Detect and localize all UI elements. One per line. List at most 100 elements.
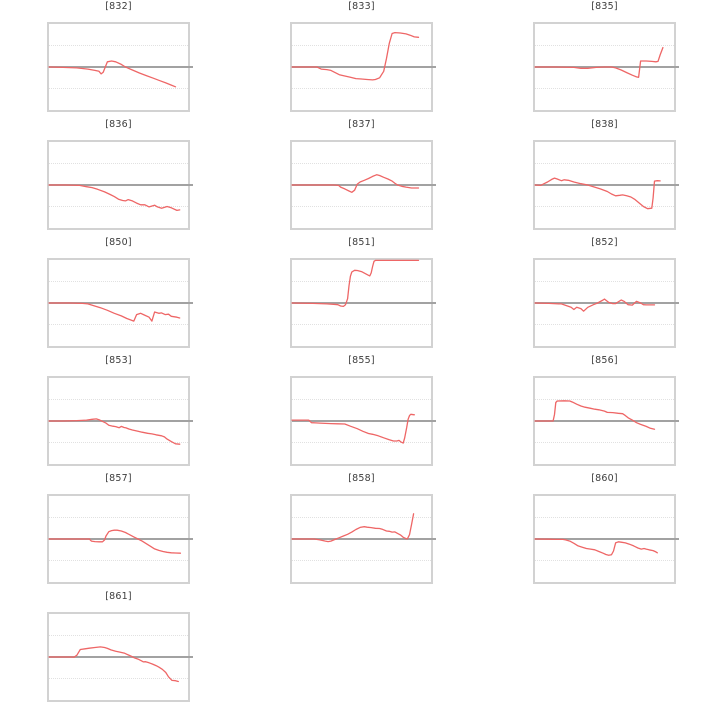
chart-title: [860]	[591, 473, 618, 484]
chart-title: [855]	[348, 355, 375, 366]
series-line	[48, 646, 179, 683]
chart-title: [856]	[591, 355, 618, 366]
gridline-upper	[49, 163, 188, 164]
gridline-lower	[292, 560, 431, 561]
chart-cell-833: [833]	[290, 0, 436, 115]
chart-cell-860: [860]	[533, 472, 679, 587]
chart-cell-861: [861]	[47, 590, 193, 705]
zero-baseline	[292, 420, 436, 422]
zero-baseline	[292, 66, 436, 68]
series-line	[48, 184, 181, 212]
chart-cell-856: [856]	[533, 354, 679, 469]
series-line	[48, 418, 181, 445]
chart-title: [837]	[348, 119, 375, 130]
gridline-lower	[535, 206, 674, 207]
gridline-upper	[292, 163, 431, 164]
gridline-lower	[535, 324, 674, 325]
gridline-lower	[49, 88, 188, 89]
gridline-lower	[292, 206, 431, 207]
zero-baseline	[49, 538, 193, 540]
plot-area	[533, 258, 679, 348]
chart-cell-858: [858]	[290, 472, 436, 587]
chart-cell-850: [850]	[47, 236, 193, 351]
zero-baseline	[49, 66, 193, 68]
zero-baseline	[535, 420, 679, 422]
chart-title: [850]	[105, 237, 132, 248]
series-line	[291, 513, 415, 543]
gridline-upper	[292, 399, 431, 400]
zero-baseline	[49, 184, 193, 186]
chart-title: [835]	[591, 1, 618, 12]
chart-cell-832: [832]	[47, 0, 193, 115]
chart-title: [838]	[591, 119, 618, 130]
series-line	[291, 174, 420, 193]
gridline-lower	[49, 324, 188, 325]
series-line	[534, 400, 656, 430]
gridline-lower	[292, 442, 431, 443]
gridline-upper	[292, 517, 431, 518]
series-line	[291, 31, 420, 81]
chart-title: [852]	[591, 237, 618, 248]
series-line	[534, 177, 661, 210]
gridline-upper	[49, 45, 188, 46]
plot-area	[47, 140, 193, 230]
gridline-lower	[49, 560, 188, 561]
chart-cell-851: [851]	[290, 236, 436, 351]
gridline-upper	[292, 281, 431, 282]
zero-baseline	[49, 656, 193, 658]
chart-cell-857: [857]	[47, 472, 193, 587]
gridline-lower	[535, 560, 674, 561]
gridline-upper	[49, 399, 188, 400]
plot-area	[47, 494, 193, 584]
gridline-upper	[292, 45, 431, 46]
chart-title: [851]	[348, 237, 375, 248]
series-line	[48, 302, 181, 322]
chart-cell-837: [837]	[290, 118, 436, 233]
chart-cell-835: [835]	[533, 0, 679, 115]
chart-title: [861]	[105, 591, 132, 602]
chart-cell-838: [838]	[533, 118, 679, 233]
plot-area	[47, 258, 193, 348]
chart-title: [858]	[348, 473, 375, 484]
series-line	[48, 60, 177, 88]
plot-area	[290, 22, 436, 112]
plot-area	[47, 376, 193, 466]
gridline-upper	[49, 281, 188, 282]
zero-baseline	[292, 538, 436, 540]
chart-title: [836]	[105, 119, 132, 130]
zero-baseline	[535, 184, 679, 186]
gridline-lower	[49, 678, 188, 679]
gridline-upper	[49, 517, 188, 518]
gridline-upper	[49, 635, 188, 636]
series-line	[48, 529, 182, 554]
plot-area	[47, 22, 193, 112]
zero-baseline	[49, 420, 193, 422]
plot-area	[290, 140, 436, 230]
series-line	[291, 413, 415, 444]
series-line	[534, 538, 658, 556]
zero-baseline	[535, 302, 679, 304]
chart-cell-853: [853]	[47, 354, 193, 469]
zero-baseline	[535, 538, 679, 540]
plot-area	[533, 376, 679, 466]
gridline-lower	[49, 206, 188, 207]
chart-cell-836: [836]	[47, 118, 193, 233]
gridline-lower	[535, 88, 674, 89]
gridline-lower	[292, 324, 431, 325]
zero-baseline	[292, 302, 436, 304]
series-line	[534, 298, 656, 312]
chart-title: [832]	[105, 1, 132, 12]
chart-cell-852: [852]	[533, 236, 679, 351]
chart-title: [857]	[105, 473, 132, 484]
chart-title: [853]	[105, 355, 132, 366]
plot-area	[290, 494, 436, 584]
zero-baseline	[292, 184, 436, 186]
gridline-lower	[535, 442, 674, 443]
plot-area	[290, 258, 436, 348]
chart-cell-855: [855]	[290, 354, 436, 469]
chart-title: [833]	[348, 1, 375, 12]
plot-area	[533, 494, 679, 584]
series-line	[291, 259, 420, 308]
gridline-upper	[535, 163, 674, 164]
plot-area	[533, 22, 679, 112]
